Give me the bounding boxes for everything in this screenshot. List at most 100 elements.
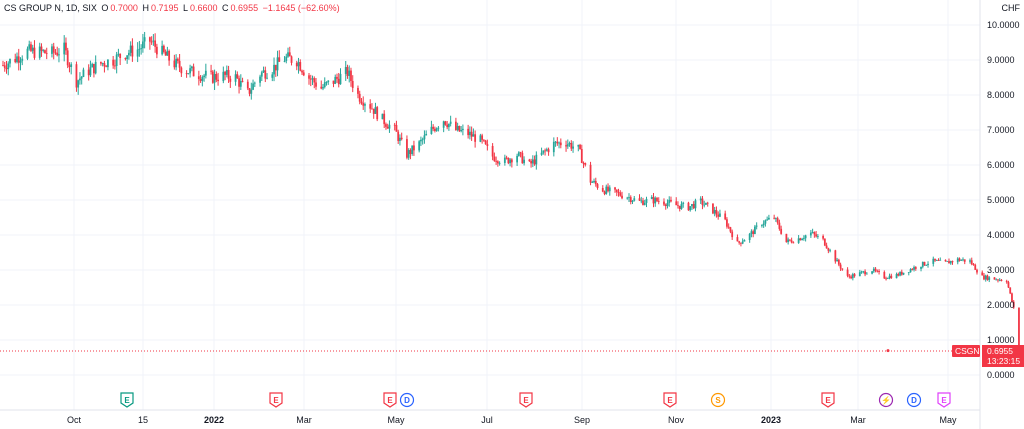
candle-body <box>399 137 401 141</box>
event-marker[interactable]: D <box>906 392 922 408</box>
price-axis[interactable]: 10.0000 9.0000 8.0000 7.0000 6.0000 5.0000 4.0… <box>979 0 1020 429</box>
candle-body <box>203 75 205 78</box>
candle-body <box>425 133 428 136</box>
candle-body <box>491 145 494 157</box>
earnings-icon <box>663 392 677 408</box>
y-tick-label: 9.0000 <box>987 55 1015 65</box>
time-axis[interactable]: Oct 15 2022 Mar May Jul Sep Nov 2023 Mar May <box>0 409 980 425</box>
candle-body <box>486 144 489 146</box>
candle-body <box>385 124 387 127</box>
candle-body <box>124 58 127 60</box>
event-marker[interactable]: E <box>519 392 533 408</box>
event-marker[interactable]: D <box>399 392 415 408</box>
candle-body <box>853 274 856 277</box>
split-icon <box>710 392 726 408</box>
event-marker[interactable]: E <box>120 392 134 408</box>
event-marker[interactable]: E <box>383 392 397 408</box>
candle-body <box>727 226 730 228</box>
y-tick-label: 4.0000 <box>987 230 1015 240</box>
x-tick-label: 2023 <box>761 415 781 425</box>
candle-body <box>376 107 379 120</box>
candle-body <box>70 64 73 67</box>
candle-body <box>937 260 940 261</box>
candle-body <box>909 269 912 273</box>
candle-body <box>77 80 80 88</box>
candle-body <box>93 63 95 74</box>
candle-body <box>792 242 795 244</box>
candle-body <box>180 67 183 74</box>
candle-body <box>421 139 424 141</box>
event-marker[interactable]: E <box>663 392 677 408</box>
event-marker-label: E <box>273 396 279 405</box>
candle-body <box>339 73 342 85</box>
candle-body <box>712 203 714 214</box>
candle-body <box>311 78 314 80</box>
candle-body <box>150 41 153 43</box>
symbol-title[interactable]: CS GROUP N, 1D, SIX <box>4 3 97 13</box>
event-marker[interactable]: S <box>710 392 726 408</box>
candle-body <box>654 197 657 204</box>
candle-body <box>288 52 291 57</box>
candle-body <box>617 192 620 193</box>
event-marker[interactable]: E <box>821 392 835 408</box>
event-markers[interactable]: E E E D E E S E ⚡ D E <box>120 392 951 408</box>
candle-body <box>846 269 849 276</box>
candle-body <box>266 77 268 79</box>
candle-body <box>664 204 667 206</box>
candle-body <box>577 144 580 147</box>
candle-body <box>976 269 978 273</box>
candle-body <box>250 89 253 94</box>
candle-body <box>7 63 10 70</box>
candle-body <box>278 57 281 62</box>
candle-body <box>533 159 536 165</box>
candle-body <box>505 157 508 159</box>
candle-body <box>542 150 545 153</box>
price-label: 0.6955 <box>987 346 1013 356</box>
candle-body <box>813 232 816 235</box>
event-marker[interactable]: E <box>269 392 283 408</box>
candle-body <box>652 197 655 204</box>
news-icon <box>878 392 894 408</box>
candle-body <box>804 235 807 239</box>
candle-body <box>131 45 134 57</box>
candle-body <box>594 180 597 185</box>
event-marker-label: E <box>941 396 947 405</box>
candle-body <box>949 261 952 264</box>
candle-body <box>776 218 779 223</box>
candle-body <box>603 191 606 194</box>
event-marker[interactable]: E <box>937 392 951 408</box>
candle-body <box>699 198 702 201</box>
candle-body <box>332 80 335 84</box>
x-tick-label: Oct <box>67 415 82 425</box>
event-marker[interactable]: ⚡ <box>878 392 894 408</box>
candle-body <box>295 62 298 67</box>
candle-body <box>479 135 482 142</box>
candle-body <box>164 51 167 56</box>
candle-body <box>886 278 889 280</box>
candle-body <box>190 66 193 69</box>
candle-body <box>143 37 146 42</box>
event-marker-label: D <box>404 396 410 405</box>
candle-body <box>285 56 288 61</box>
candle-body <box>862 271 865 273</box>
ohlc-high-label: H <box>142 3 149 13</box>
candle-body <box>694 200 697 209</box>
candle-body <box>752 231 755 235</box>
candle-body <box>666 202 669 206</box>
candle-body <box>663 201 665 205</box>
candle-body <box>913 267 915 270</box>
candle-body <box>865 273 868 275</box>
candle-body <box>503 157 506 163</box>
candle-body <box>166 50 169 56</box>
candle-body <box>302 72 305 76</box>
candle-body <box>229 78 232 82</box>
candle-body <box>556 141 559 144</box>
candle-body <box>815 234 818 237</box>
candle-body <box>197 76 200 80</box>
candle-body <box>215 73 218 80</box>
candle-body <box>448 123 450 128</box>
candle-body <box>322 87 324 89</box>
candle-body <box>629 197 632 202</box>
candle-body <box>371 108 373 110</box>
